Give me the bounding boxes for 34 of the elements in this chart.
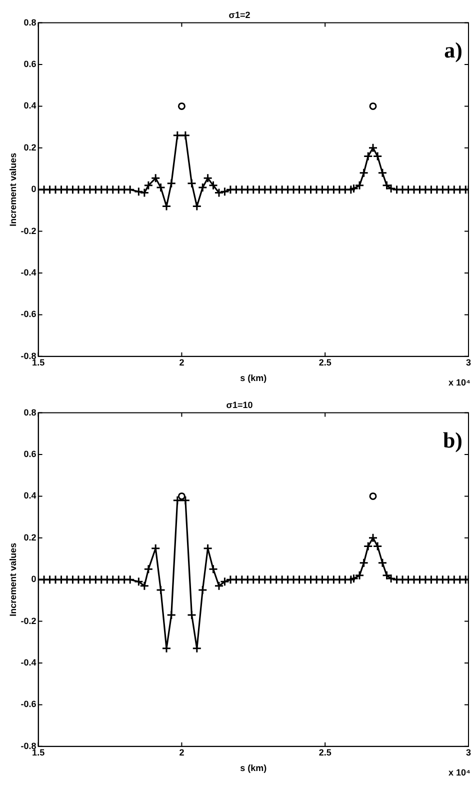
y-tick-label: 0 xyxy=(31,184,36,194)
y-tick-label: 0.4 xyxy=(24,490,36,501)
x-axis-title: s (km) xyxy=(240,373,267,384)
y-tick-label: 0.6 xyxy=(24,448,36,459)
y-tick-label: 0.8 xyxy=(24,407,36,418)
text: x 10⁴ xyxy=(448,377,470,388)
y-tick-label: -0.4 xyxy=(20,657,36,668)
y-axis-title: Increment values xyxy=(8,542,18,616)
x-tick-label: 2 xyxy=(179,747,184,758)
x-tick-label: 2 xyxy=(179,357,184,368)
x-axis-title: s (km) xyxy=(240,763,267,774)
y-tick-label: 0.2 xyxy=(24,532,36,542)
y-axis-title: Increment values xyxy=(8,152,18,226)
y-tick-label: -0.4 xyxy=(20,267,36,278)
y-tick-label: -0.2 xyxy=(20,226,36,236)
y-tick-label: -0.8 xyxy=(20,350,36,361)
y-tick-label: 0.2 xyxy=(24,142,36,152)
x-tick-label: 2.5 xyxy=(318,747,332,758)
chart-title: σ1=10 xyxy=(226,400,253,410)
y-tick-label: -0.6 xyxy=(20,309,36,320)
text: x 10⁴ xyxy=(448,767,470,778)
y-tick-label: 0 xyxy=(31,574,36,584)
chart-title: σ1=2 xyxy=(228,10,250,20)
y-tick-label: -0.6 xyxy=(20,699,36,710)
y-tick-label: -0.8 xyxy=(20,740,36,751)
y-tick-label: 0.6 xyxy=(24,58,36,69)
x-tick-label: 3 xyxy=(466,747,472,758)
x-tick-label: 2.5 xyxy=(318,357,332,368)
annotation: b) xyxy=(442,427,462,452)
y-tick-label: -0.2 xyxy=(20,616,36,626)
annotation: a) xyxy=(444,37,462,62)
y-tick-label: 0.8 xyxy=(24,17,36,28)
y-tick-label: 0.4 xyxy=(24,100,36,111)
x-tick-label: 3 xyxy=(466,357,472,368)
